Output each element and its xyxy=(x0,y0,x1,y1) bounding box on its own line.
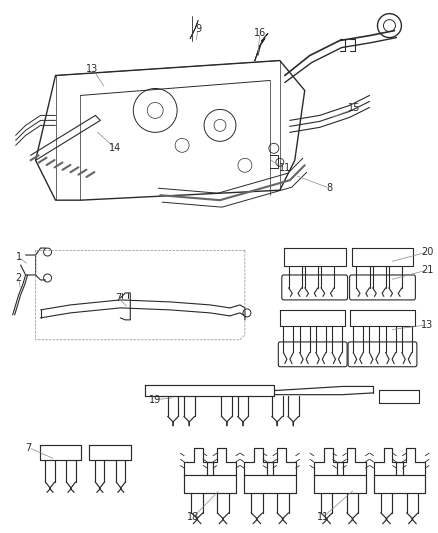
Text: 13: 13 xyxy=(420,320,432,330)
Text: 11: 11 xyxy=(316,512,328,522)
Text: 14: 14 xyxy=(109,143,121,154)
Text: 15: 15 xyxy=(348,103,360,114)
Text: 7: 7 xyxy=(25,442,32,453)
Text: 7: 7 xyxy=(115,293,121,303)
Text: 1: 1 xyxy=(15,252,21,262)
Text: 20: 20 xyxy=(420,247,433,257)
Text: 21: 21 xyxy=(420,265,433,275)
Text: 8: 8 xyxy=(326,183,332,193)
Text: 19: 19 xyxy=(149,394,161,405)
Text: 13: 13 xyxy=(86,63,98,74)
Text: 16: 16 xyxy=(253,28,265,38)
Text: 9: 9 xyxy=(194,23,201,34)
Text: 18: 18 xyxy=(187,512,199,522)
Text: 2: 2 xyxy=(15,273,22,283)
Text: 11: 11 xyxy=(278,163,290,173)
